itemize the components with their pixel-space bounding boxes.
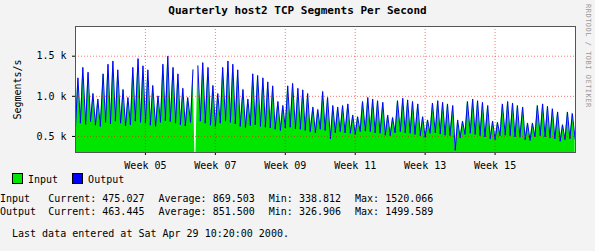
html-text:Max:: Max: [355,206,380,217]
html-text:Quarterly host2 TCP Segments P: Quarterly host2 TCP Segments Per Second [168,4,427,17]
html-text:Input: Input [28,174,59,185]
html-text:Average:: Average: [158,206,207,217]
html-text:338.812: 338.812 [298,193,341,204]
svg-text:Week 07: Week 07 [194,160,236,170]
html-text:RRDTOOL / TOBI OETIKER: RRDTOOL / TOBI OETIKER [584,4,592,108]
html-text:1520.066: 1520.066 [385,193,434,204]
svg-text:0.5 k: 0.5 k [36,131,66,142]
html-text:851.500: 851.500 [212,206,255,217]
html-text:Output: Output [0,206,37,217]
html-text:1499.589: 1499.589 [385,206,434,217]
svg-text:Week 15: Week 15 [474,160,516,170]
html-text:Current:: Current: [48,193,97,204]
html-text:Min:: Min: [268,193,293,204]
html-text:475.027: 475.027 [102,193,145,204]
html-text:Current:: Current: [48,206,97,217]
html-text:Max:: Max: [355,193,380,204]
html-text:Min:: Min: [268,206,293,217]
html-text:869.503: 869.503 [212,193,255,204]
svg-text:Segments/s: Segments/s [12,59,23,119]
html-text:Input: Input [0,193,31,204]
html-text:Last data entered at Sat Apr 2: Last data entered at Sat Apr 29 10:20:00… [12,228,289,239]
svg-text:Week 05: Week 05 [124,160,166,170]
svg-text:Week 13: Week 13 [404,160,446,170]
html-text:Average:: Average: [158,193,207,204]
html-text:Output: Output [88,174,125,185]
html-text:463.445: 463.445 [102,206,145,217]
svg-text:Week 09: Week 09 [264,160,306,170]
svg-text:1.0 k: 1.0 k [36,91,66,102]
html-text:326.906: 326.906 [298,206,341,217]
svg-text:1.5 k: 1.5 k [36,50,66,61]
svg-text:Week 11: Week 11 [334,160,376,170]
